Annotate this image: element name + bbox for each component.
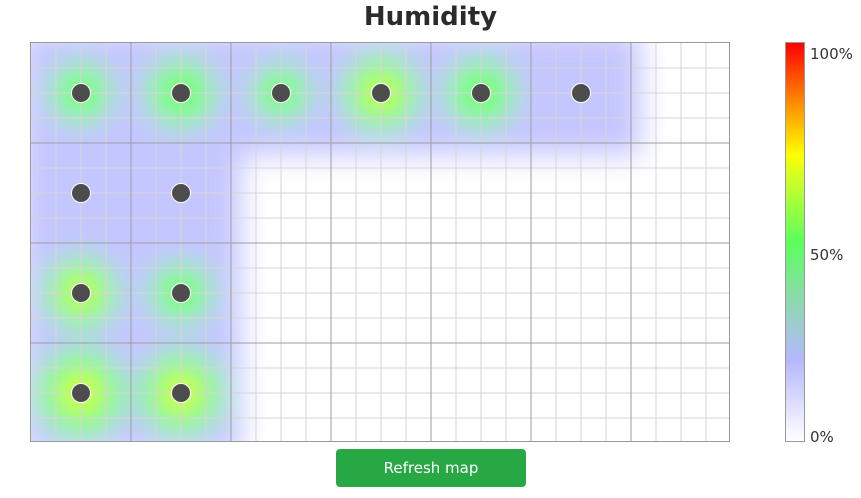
grid-lines <box>31 43 729 441</box>
heatmap-canvas <box>31 43 729 441</box>
sensor-marker[interactable] <box>71 383 91 403</box>
sensor-marker[interactable] <box>71 283 91 303</box>
sensor-marker[interactable] <box>171 383 191 403</box>
sensor-marker[interactable] <box>71 83 91 103</box>
page-title: Humidity <box>363 2 498 32</box>
sensor-marker[interactable] <box>171 183 191 203</box>
legend-color-scale <box>785 42 805 442</box>
legend-mid-label: 50% <box>810 246 844 264</box>
sensor-marker[interactable] <box>471 83 491 103</box>
legend-max-label: 100% <box>810 45 853 63</box>
sensor-marker[interactable] <box>371 83 391 103</box>
sensor-marker[interactable] <box>271 83 291 103</box>
sensor-marker[interactable] <box>171 283 191 303</box>
legend-min-label: 0% <box>810 428 834 446</box>
humidity-heatmap <box>30 42 730 442</box>
sensor-marker[interactable] <box>71 183 91 203</box>
refresh-map-button[interactable]: Refresh map <box>336 449 526 487</box>
sensor-marker[interactable] <box>171 83 191 103</box>
sensor-layer <box>71 83 591 403</box>
sensor-marker[interactable] <box>571 83 591 103</box>
